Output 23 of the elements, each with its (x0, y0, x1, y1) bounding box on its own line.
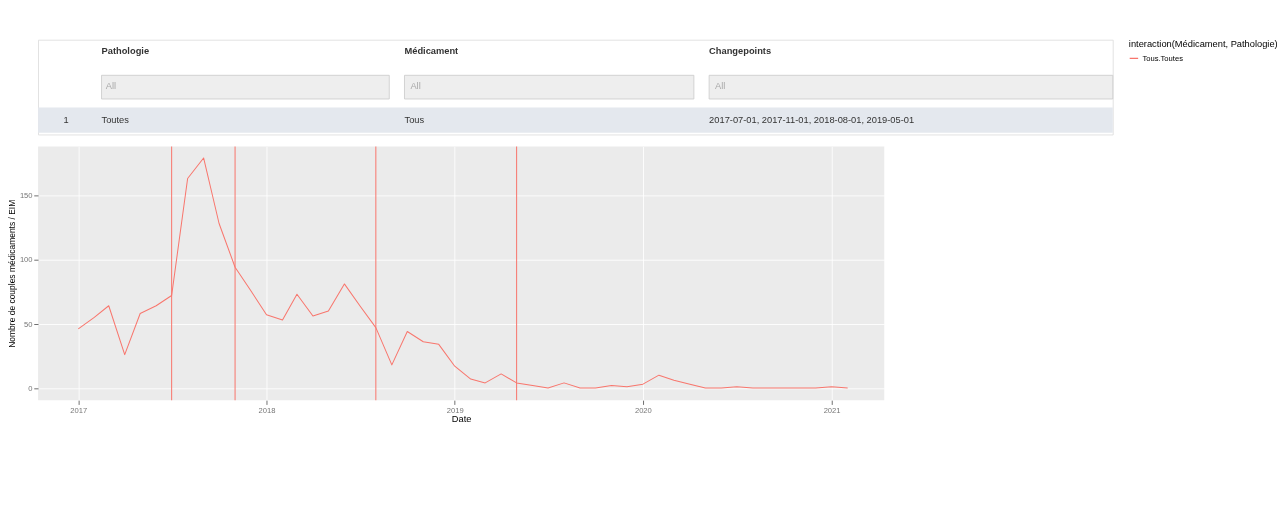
text: 2017-07-01, 2017-11-01, 2018-08-01, 2019-05-01 (709, 114, 915, 125)
text: Tous (404, 114, 425, 125)
text: Pathologie (101, 46, 150, 57)
text: All (410, 80, 421, 91)
y-tick-label: 0 (28, 383, 33, 393)
text: 1 (63, 114, 69, 125)
text: All (715, 80, 726, 91)
x-tick-label: 2017 (70, 405, 88, 415)
y-axis-title: Nombre de couples médicaments / EIM (6, 199, 17, 348)
y-tick-label: 50 (24, 319, 33, 329)
text: Toutes (101, 114, 130, 125)
x-tick-label: 2020 (634, 405, 652, 415)
y-tick-label: 100 (19, 255, 33, 265)
text: All (105, 80, 117, 91)
y-tick-label: 150 (19, 191, 33, 201)
legend-label: Tous.Toutes (1142, 53, 1184, 63)
text: Changepoints (709, 46, 772, 57)
x-axis-title: Date (451, 413, 472, 424)
x-tick-label: 2019 (446, 405, 464, 415)
text: Médicament (404, 46, 459, 57)
x-tick-label: 2018 (258, 405, 276, 415)
x-tick-label: 2021 (823, 405, 841, 415)
legend-title: interaction(Médicament, Pathologie) (1128, 39, 1278, 50)
